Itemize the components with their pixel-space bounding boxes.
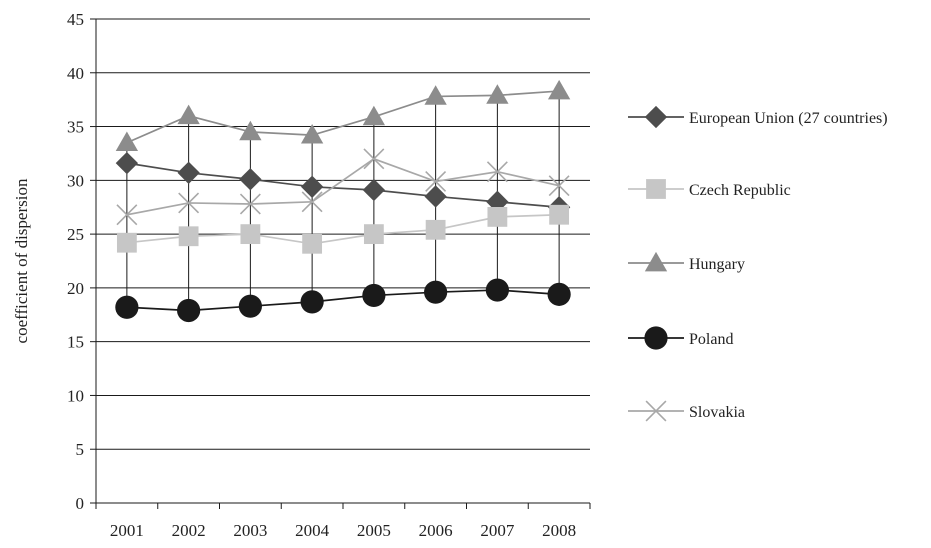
x-tick-label: 2008 xyxy=(542,521,576,540)
legend-marker xyxy=(644,105,668,129)
data-point xyxy=(486,161,508,183)
data-point xyxy=(301,191,323,213)
series-group xyxy=(115,278,571,323)
data-point xyxy=(425,219,446,240)
data-point xyxy=(486,190,509,214)
legend-marker xyxy=(644,326,668,350)
data-point xyxy=(547,79,571,100)
legend-item: Slovakia xyxy=(628,400,745,422)
gridlines xyxy=(96,18,590,450)
legend-label: European Union (27 countries) xyxy=(689,110,888,127)
data-point xyxy=(424,185,447,208)
legend-marker xyxy=(645,400,667,422)
data-point xyxy=(362,283,386,308)
legend-marker xyxy=(644,251,668,272)
data-point xyxy=(487,207,508,227)
data-point xyxy=(363,224,384,245)
y-tick-label: 5 xyxy=(76,440,85,459)
data-point xyxy=(549,204,570,225)
legend-item: Czech Republic xyxy=(628,179,791,199)
legend-label: Poland xyxy=(689,331,733,348)
data-point xyxy=(239,168,262,191)
y-tick-label: 40 xyxy=(67,64,84,83)
series xyxy=(115,79,571,323)
x-tick-label: 2002 xyxy=(172,521,206,540)
data-point xyxy=(300,290,324,314)
x-tick-label: 2003 xyxy=(233,521,267,540)
data-point xyxy=(485,278,509,302)
data-point xyxy=(424,85,447,105)
data-point xyxy=(238,294,262,318)
legend-marker xyxy=(646,179,666,199)
legend-item: Hungary xyxy=(628,251,745,273)
legend-label: Czech Republic xyxy=(689,182,791,199)
legend-item: Poland xyxy=(628,326,733,350)
data-point xyxy=(116,204,138,226)
x-tick-label: 2005 xyxy=(357,521,391,540)
legend-label: Slovakia xyxy=(689,404,745,421)
data-point xyxy=(178,226,199,247)
data-point xyxy=(239,193,261,215)
y-tick-label: 30 xyxy=(67,171,84,190)
legend-item: European Union (27 countries) xyxy=(628,105,888,129)
data-point xyxy=(239,120,262,141)
data-point xyxy=(178,192,200,214)
data-point xyxy=(300,124,324,144)
data-point xyxy=(177,104,200,125)
legend: European Union (27 countries) Czech Repub… xyxy=(628,105,888,422)
data-point xyxy=(486,84,509,104)
axes: 0 5 10 15 20 25 30 35 40 45 2001 2002 2003 2004 2005 20… xyxy=(67,10,591,540)
x-tick-label: 2006 xyxy=(419,521,453,540)
data-point xyxy=(362,105,386,126)
data-point xyxy=(115,295,139,319)
data-point xyxy=(363,148,385,170)
series-group xyxy=(116,204,570,254)
y-axis-title: coefficient of dispersion xyxy=(12,178,31,343)
y-tick-label: 10 xyxy=(67,386,84,405)
data-point xyxy=(115,131,139,152)
data-point xyxy=(116,232,137,253)
y-tick-label: 20 xyxy=(67,279,84,298)
data-point xyxy=(177,298,201,323)
x-tick-label: 2001 xyxy=(110,521,144,540)
legend-label: Hungary xyxy=(689,256,745,273)
series-line xyxy=(126,162,560,209)
data-point xyxy=(547,282,571,306)
series-line xyxy=(126,157,560,216)
series-group xyxy=(116,148,570,226)
data-point xyxy=(425,170,447,192)
data-point xyxy=(240,224,261,245)
data-point xyxy=(548,175,570,197)
y-tick-label: 25 xyxy=(67,225,84,244)
y-tick-label: 35 xyxy=(67,118,84,137)
data-point xyxy=(424,280,448,304)
x-tick-label: 2007 xyxy=(480,521,515,540)
y-tick-label: 0 xyxy=(76,494,85,513)
data-point xyxy=(362,178,386,202)
series-line xyxy=(126,213,560,245)
series-line xyxy=(126,90,560,144)
y-tick-label: 15 xyxy=(67,333,84,352)
y-tick-label: 45 xyxy=(67,10,84,29)
x-tick-label: 2004 xyxy=(295,521,330,540)
data-point xyxy=(302,233,323,254)
data-point xyxy=(177,161,200,184)
data-point xyxy=(300,175,324,198)
series-group xyxy=(115,79,571,152)
data-point xyxy=(115,151,139,175)
